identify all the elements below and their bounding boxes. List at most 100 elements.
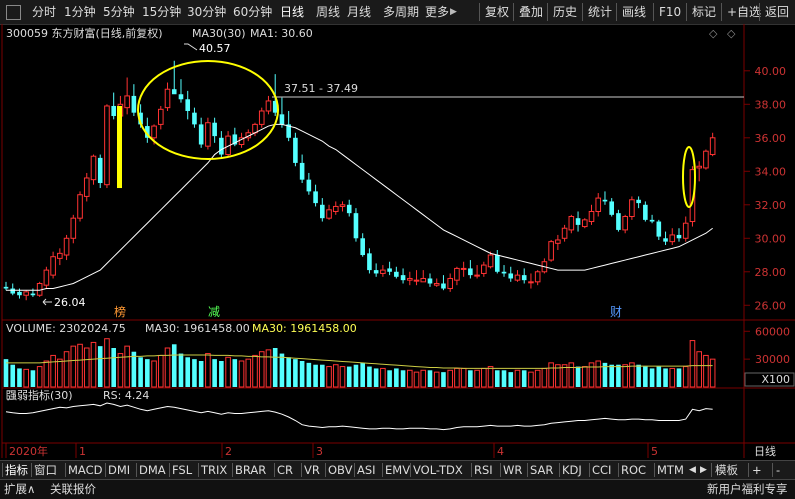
toolbar-button-5[interactable]: F10: [659, 5, 682, 19]
event-marker-1[interactable]: 减: [208, 305, 220, 319]
volume-bar-down: [367, 366, 372, 387]
period-tab-3[interactable]: 15分钟: [142, 5, 182, 19]
indicator-tab-6[interactable]: TRIX: [201, 463, 228, 477]
period-tab-10[interactable]: 更多: [425, 5, 450, 19]
remove-indicator-button[interactable]: -: [776, 463, 781, 477]
candle-body-down: [387, 268, 392, 272]
expand-button[interactable]: 扩展∧: [4, 482, 36, 496]
indicator-tab-4[interactable]: DMA: [139, 463, 166, 477]
volume-bar-down: [178, 353, 184, 387]
indicator-tab-2[interactable]: MACD: [68, 463, 103, 477]
template-button[interactable]: 模板: [715, 463, 738, 477]
indicator-tab-7[interactable]: BRAR: [235, 463, 267, 477]
candle-body-up: [454, 267, 460, 281]
period-tab-6[interactable]: 日线: [280, 5, 305, 19]
volume-bar-down: [636, 364, 641, 387]
period-tab-4[interactable]: 30分钟: [187, 5, 227, 19]
period-button[interactable]: 日线: [754, 444, 776, 458]
candle-body-down: [192, 112, 197, 125]
indicator-tab-16[interactable]: SAR: [530, 463, 554, 477]
toolbar-button-7[interactable]: +自选: [727, 5, 762, 19]
low-price-label: 26.04: [54, 296, 86, 309]
volume-bar-down: [663, 368, 668, 387]
volume-bar-up: [245, 358, 252, 388]
indicator-tab-9[interactable]: VR: [304, 463, 320, 477]
tab-scroll-right-icon[interactable]: ▶: [700, 465, 707, 475]
period-tab-1[interactable]: 1分钟: [64, 5, 96, 19]
event-marker-0[interactable]: 榜: [114, 304, 126, 319]
expand-icon[interactable]: ◇: [727, 27, 736, 40]
volume-bar-down: [185, 357, 191, 387]
candle-body-up: [689, 169, 696, 223]
indicator-tab-17[interactable]: KDJ: [562, 463, 582, 477]
candle-body-down: [394, 271, 399, 277]
indicator-tab-20[interactable]: MTM: [657, 463, 684, 477]
period-tab-0[interactable]: 分时: [32, 5, 57, 19]
volume-bar-up: [622, 364, 628, 388]
toolbar-button-6[interactable]: 标记: [692, 5, 717, 19]
toolbar-button-3[interactable]: 统计: [588, 5, 613, 19]
indicator-tab-19[interactable]: ROC: [621, 463, 647, 477]
period-tab-5[interactable]: 60分钟: [233, 5, 273, 19]
highlight-ellipse-top: [137, 60, 279, 160]
indicator-tab-15[interactable]: WR: [503, 463, 523, 477]
candle-body-down: [272, 100, 278, 113]
volume-bar-up: [43, 360, 50, 388]
period-toolbar: 分时 1分钟 5分钟 15分钟 30分钟 60分钟 日线 周线 月线 多周期 更多 ▶ 复权 叠加 历史 统计…: [0, 0, 795, 25]
volume-bar-down: [111, 348, 116, 387]
rs-value: RS: 4.24: [103, 389, 149, 402]
candle-body-up: [474, 274, 480, 277]
indicator-tab-5[interactable]: FSL: [172, 463, 193, 477]
event-marker-2[interactable]: 财: [610, 305, 622, 319]
toolbar-button-1[interactable]: 叠加: [519, 5, 544, 19]
related-quotes-button[interactable]: 关联报价: [50, 482, 96, 496]
volume-bar-down: [468, 370, 473, 387]
date-axis-label: 4: [497, 445, 504, 458]
new-user-promo-link[interactable]: 新用户福利专享: [707, 482, 788, 496]
candle-body-down: [501, 271, 507, 274]
candle-body-up: [447, 277, 453, 290]
toolbar-separator: [686, 3, 687, 21]
candle-body-down: [373, 270, 379, 274]
toolbar-button-4[interactable]: 画线: [622, 5, 647, 19]
period-tab-8[interactable]: 月线: [347, 5, 372, 19]
date-axis-label: 3: [316, 445, 323, 458]
indicator-tab-14[interactable]: RSI: [474, 463, 493, 477]
indicator-tab-18[interactable]: CCI: [592, 463, 612, 477]
toolbar-button-2[interactable]: 历史: [553, 5, 578, 19]
indicator-tab-12[interactable]: EMV: [385, 463, 411, 477]
tab-divider: [618, 463, 619, 477]
candle-body-down: [10, 288, 16, 294]
add-indicator-button[interactable]: +: [752, 463, 762, 477]
indicator-tab-11[interactable]: ASI: [357, 463, 376, 477]
indicator-tab-3[interactable]: DMI: [108, 463, 131, 477]
candle-body-down: [219, 137, 224, 155]
indicator-tab-1[interactable]: 窗口: [34, 463, 57, 477]
collapse-icon[interactable]: ◇: [709, 27, 718, 40]
kline-chart[interactable]: 40.00 38.00 36.00 34.00 32.00 30.00 28.00 26.00…: [0, 24, 795, 460]
period-tab-9[interactable]: 多周期: [383, 5, 420, 19]
toolbar-separator: [582, 3, 583, 21]
more-arrow-icon[interactable]: ▶: [450, 7, 457, 17]
volume-bar-down: [521, 370, 527, 387]
toolbar-button-8[interactable]: 返回: [765, 5, 790, 19]
tab-divider: [711, 463, 712, 477]
volume-bar-up: [258, 351, 265, 388]
toolbar-button-0[interactable]: 复权: [485, 5, 510, 19]
volume-bar-down: [353, 364, 359, 387]
indicator-tab-13[interactable]: VOL-TDX: [413, 463, 463, 477]
candle-body-down: [649, 219, 655, 222]
period-tab-7[interactable]: 周线: [316, 5, 341, 19]
price-axis-label: 38.00: [755, 98, 787, 111]
indicator-tab-8[interactable]: CR: [277, 463, 294, 477]
volume-bar-up: [36, 366, 43, 388]
period-tab-2[interactable]: 5分钟: [103, 5, 135, 19]
indicator-tab-10[interactable]: OBV: [328, 463, 353, 477]
indicator-tab-0[interactable]: 指标: [5, 463, 28, 477]
tab-divider: [772, 463, 773, 477]
candle-body-up: [528, 281, 534, 284]
tab-scroll-left-icon[interactable]: ◀: [689, 465, 696, 475]
toggle-panel-icon[interactable]: [6, 5, 21, 20]
volume-bar-up: [595, 360, 602, 388]
candle-body-up: [83, 177, 90, 197]
